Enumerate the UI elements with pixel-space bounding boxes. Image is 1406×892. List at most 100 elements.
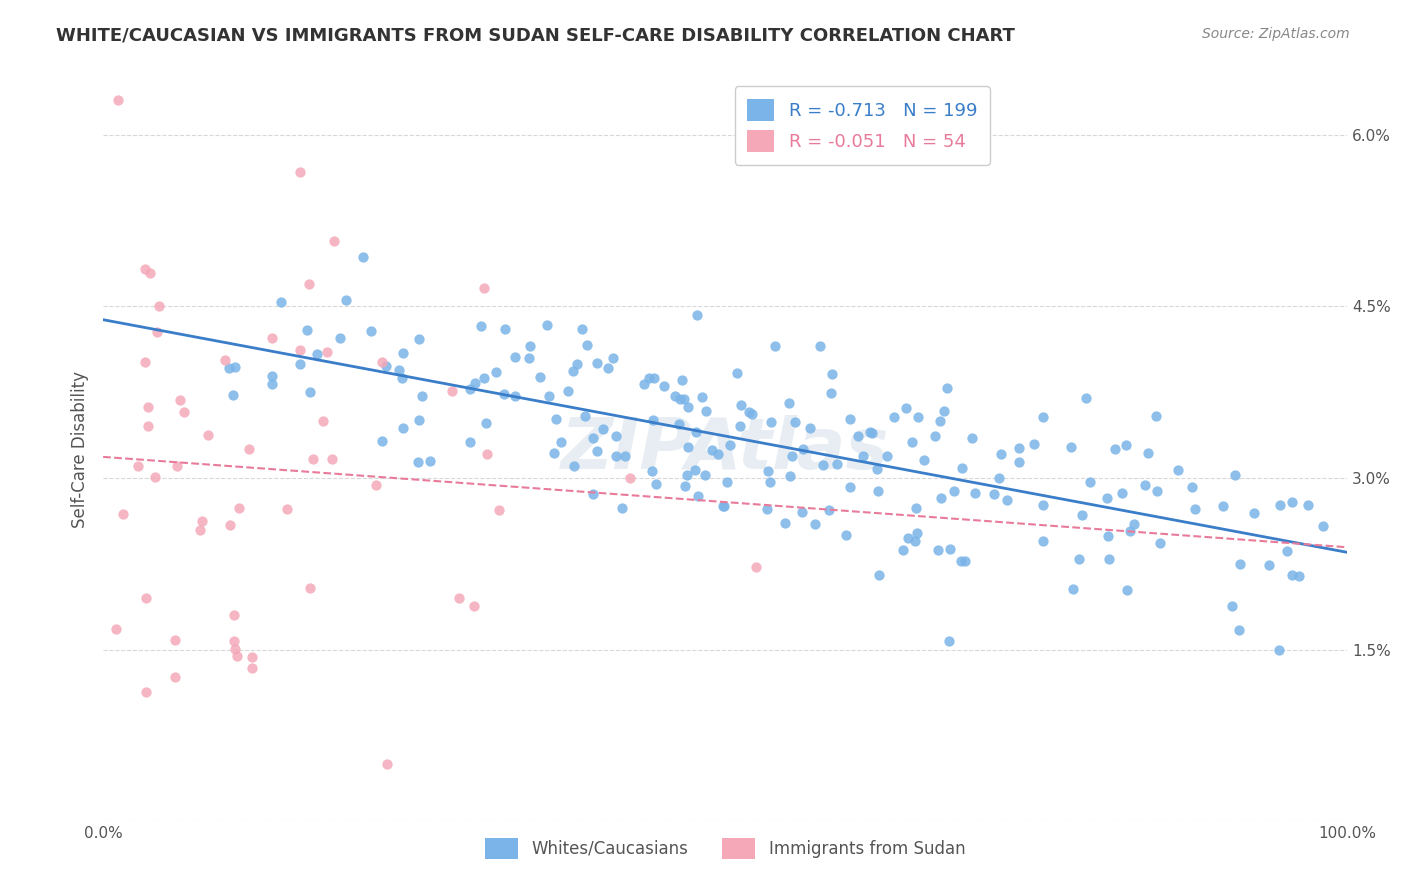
Y-axis label: Self-Care Disability: Self-Care Disability xyxy=(72,371,89,528)
Point xyxy=(138,266,160,280)
Point xyxy=(676,467,699,482)
Point xyxy=(166,458,188,473)
Point xyxy=(408,455,430,469)
Point xyxy=(1281,568,1303,582)
Point xyxy=(464,376,486,391)
Point xyxy=(938,634,960,648)
Point xyxy=(134,355,156,369)
Point xyxy=(419,454,441,468)
Point xyxy=(728,419,751,434)
Point xyxy=(983,487,1005,501)
Point xyxy=(135,684,157,698)
Point xyxy=(562,364,585,378)
Point xyxy=(392,420,415,434)
Point xyxy=(852,449,875,463)
Point xyxy=(224,642,246,657)
Point xyxy=(538,389,561,403)
Point xyxy=(127,459,149,474)
Point xyxy=(1116,582,1139,597)
Point xyxy=(904,500,927,515)
Point xyxy=(240,661,263,675)
Point xyxy=(700,443,723,458)
Point xyxy=(388,363,411,377)
Point xyxy=(905,525,928,540)
Point xyxy=(488,503,510,517)
Point xyxy=(585,355,607,369)
Point xyxy=(1149,536,1171,550)
Point xyxy=(619,471,641,485)
Point xyxy=(876,449,898,463)
Point xyxy=(366,478,388,492)
Point xyxy=(472,280,495,294)
Point xyxy=(290,343,312,358)
Point xyxy=(939,542,962,557)
Point xyxy=(305,347,328,361)
Point xyxy=(107,93,129,107)
Point xyxy=(574,409,596,423)
Point xyxy=(676,440,699,454)
Point xyxy=(262,376,284,391)
Point xyxy=(866,461,889,475)
Point xyxy=(664,389,686,403)
Point xyxy=(868,483,890,498)
Point xyxy=(755,501,778,516)
Point xyxy=(1022,437,1045,451)
Point xyxy=(1097,529,1119,543)
Point xyxy=(375,757,398,772)
Text: ZIPAtlas: ZIPAtlas xyxy=(561,415,890,484)
Point xyxy=(1223,467,1246,482)
Point xyxy=(238,442,260,457)
Point xyxy=(759,475,782,489)
Point xyxy=(1008,455,1031,469)
Point xyxy=(1268,642,1291,657)
Point xyxy=(1074,391,1097,405)
Point xyxy=(738,405,761,419)
Point xyxy=(638,370,661,384)
Point xyxy=(955,554,977,568)
Point xyxy=(756,464,779,478)
Point xyxy=(105,622,128,636)
Point xyxy=(820,386,842,401)
Point xyxy=(316,344,339,359)
Point xyxy=(219,517,242,532)
Point xyxy=(808,339,831,353)
Point xyxy=(242,649,264,664)
Point xyxy=(503,389,526,403)
Point xyxy=(260,369,283,384)
Point xyxy=(222,607,245,622)
Point xyxy=(392,346,415,360)
Point xyxy=(440,384,463,398)
Point xyxy=(222,634,245,648)
Point xyxy=(942,484,965,499)
Point xyxy=(472,371,495,385)
Point xyxy=(995,493,1018,508)
Point xyxy=(883,409,905,424)
Point xyxy=(1312,519,1334,533)
Point xyxy=(148,299,170,313)
Point xyxy=(1111,486,1133,500)
Point xyxy=(475,447,498,461)
Point xyxy=(321,451,343,466)
Point xyxy=(135,591,157,605)
Point xyxy=(897,531,920,545)
Point xyxy=(1243,507,1265,521)
Point xyxy=(136,419,159,434)
Point xyxy=(1288,569,1310,583)
Point xyxy=(550,435,572,450)
Point xyxy=(1181,480,1204,494)
Point xyxy=(688,489,710,503)
Point xyxy=(586,444,609,458)
Point xyxy=(173,405,195,419)
Point xyxy=(602,351,624,365)
Point xyxy=(931,491,953,506)
Point xyxy=(375,359,398,373)
Point xyxy=(1078,475,1101,490)
Point xyxy=(492,386,515,401)
Point xyxy=(1062,582,1084,596)
Point xyxy=(668,417,690,431)
Point xyxy=(990,447,1012,461)
Point xyxy=(1135,477,1157,491)
Point xyxy=(633,377,655,392)
Point xyxy=(924,429,946,443)
Point xyxy=(683,463,706,477)
